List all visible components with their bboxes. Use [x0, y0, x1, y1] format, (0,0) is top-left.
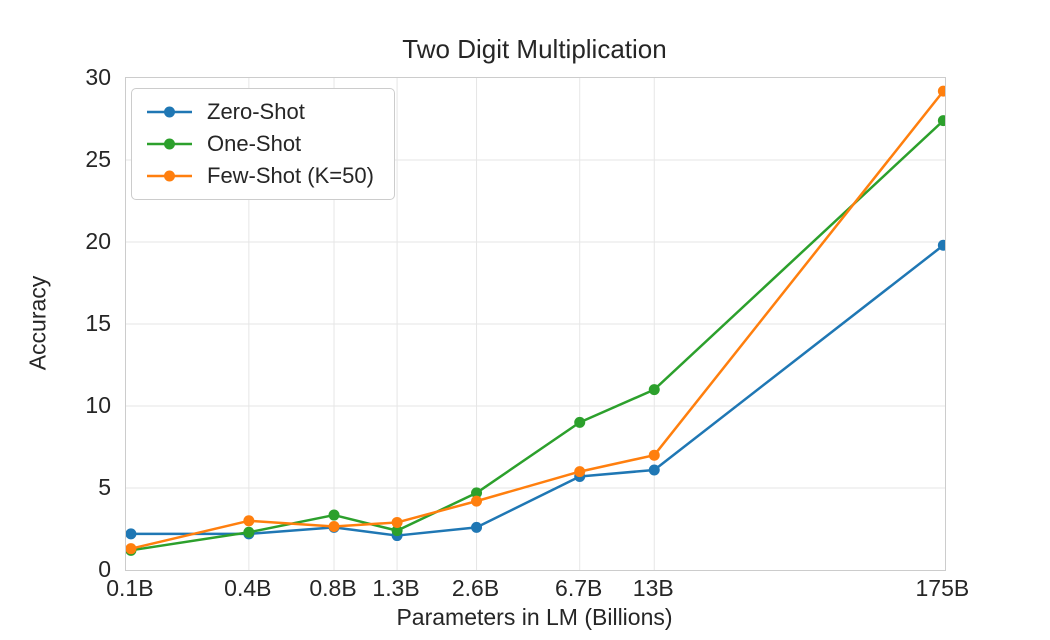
y-tick-label: 30	[85, 64, 111, 90]
data-point	[937, 85, 945, 97]
x-tick-label: 175B	[915, 575, 970, 601]
data-point	[328, 521, 340, 533]
data-point	[391, 525, 403, 537]
legend-label-few-shot: Few-Shot (K=50)	[207, 163, 374, 188]
one-shot-line-marker-icon	[147, 138, 192, 150]
x-tick-label: 1.3B	[372, 575, 420, 601]
legend-item-few-shot: Few-Shot (K=50)	[146, 160, 374, 192]
y-tick-label: 10	[85, 392, 111, 418]
data-point	[243, 515, 255, 527]
x-tick-label: 0.1B	[106, 575, 154, 601]
series-line-2	[130, 90, 945, 550]
legend-label-zero-shot: Zero-Shot	[207, 99, 305, 124]
data-point	[648, 384, 660, 396]
y-tick-label: 5	[98, 474, 111, 500]
zero-shot-line-marker-icon	[147, 106, 192, 118]
chart-title: Two Digit Multiplication	[402, 34, 667, 64]
x-tick-label: 13B	[632, 575, 674, 601]
y-tick-label: 20	[85, 228, 111, 254]
data-point	[574, 416, 586, 428]
data-point	[648, 449, 660, 461]
few-shot-line-marker-icon	[147, 170, 192, 182]
data-point	[574, 466, 586, 478]
data-point	[471, 487, 483, 499]
plot-area: Zero-Shot One-Shot Few-Shot (K=50)	[125, 77, 946, 571]
legend: Zero-Shot One-Shot Few-Shot (K=50)	[131, 88, 395, 200]
x-tick-label: 0.8B	[309, 575, 357, 601]
x-tick-label: 0.4B	[224, 575, 272, 601]
data-point	[126, 543, 137, 555]
legend-label-one-shot: One-Shot	[207, 131, 302, 156]
y-tick-label: 25	[85, 146, 111, 172]
data-point	[937, 115, 945, 127]
data-point	[126, 528, 137, 540]
legend-item-zero-shot: Zero-Shot	[146, 96, 374, 128]
x-tick-label: 6.7B	[555, 575, 603, 601]
data-point	[471, 495, 483, 507]
data-point	[391, 516, 403, 528]
data-point	[328, 509, 340, 521]
data-point	[471, 521, 483, 533]
legend-item-one-shot: One-Shot	[146, 128, 374, 160]
data-point	[937, 239, 945, 251]
x-tick-label: 2.6B	[451, 575, 500, 601]
data-point	[648, 464, 660, 476]
x-axis-label: Parameters in LM (Billions)	[396, 604, 673, 630]
y-tick-label: 0	[98, 556, 111, 582]
series-line-0	[130, 244, 945, 537]
y-tick-label: 15	[85, 310, 111, 336]
data-point	[243, 526, 255, 538]
